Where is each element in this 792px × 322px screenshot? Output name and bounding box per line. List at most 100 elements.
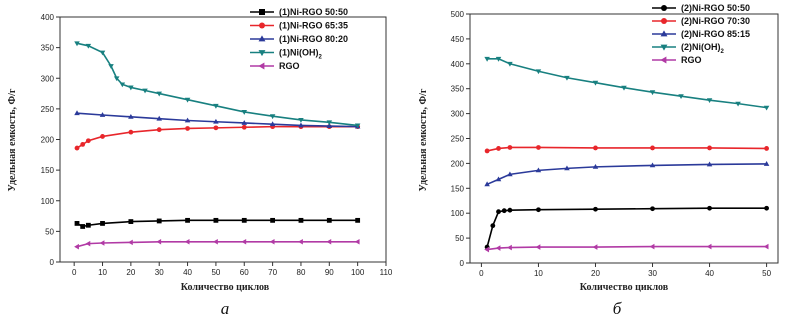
data-point [80,142,86,147]
data-point [507,145,513,150]
data-point [484,181,490,187]
y-tick-label: 150 [41,166,55,175]
x-tick-label: 0 [479,269,484,278]
data-point [100,221,105,226]
data-point [74,41,80,47]
series-1: (1)Ni-RGO 50:50 [74,7,361,229]
data-point [119,82,126,88]
data-point [100,134,105,139]
data-point [484,148,490,154]
data-point [678,94,684,100]
data-point [326,120,333,126]
series-line [76,42,358,127]
y-tick-label: 300 [451,110,465,119]
y-tick-label: 450 [451,35,465,44]
y-tick-label: 50 [455,234,464,243]
data-point [490,223,496,229]
x-tick-label: 10 [98,268,107,277]
data-point [80,224,86,229]
data-point [185,126,190,131]
y-tick-label: 0 [460,259,465,268]
legend-marker [661,5,667,11]
series-line [76,125,358,149]
series-1: (2)Ni-RGO 50:50 [484,3,769,250]
data-point [184,117,191,123]
data-point [156,115,162,121]
x-axis-title: Количество циклов [181,282,270,293]
data-point [484,246,490,253]
legend-marker [258,35,266,42]
data-point [269,114,276,120]
x-tick-label: 20 [126,268,135,277]
data-point [213,125,219,131]
y-tick-label: 400 [451,60,465,69]
data-point [269,239,275,245]
data-point [495,56,502,62]
series-2: (2)Ni-RGO 70:30 [484,16,769,154]
legend-marker [660,56,667,64]
legend-marker [660,30,668,37]
x-tick-label: 0 [72,268,77,277]
x-tick-label: 100 [351,268,365,277]
data-point [507,207,513,213]
y-axis-title: Удельная емкость, Ф/г [7,88,18,191]
data-point [85,240,91,247]
data-point [74,221,80,226]
plot-frame [469,13,779,264]
data-point [298,217,304,223]
data-point [326,239,332,245]
data-point [650,206,655,212]
series-line [487,58,767,109]
data-point [650,145,655,151]
data-point [113,76,120,82]
series-line [486,207,767,248]
y-tick-label: 200 [451,159,465,168]
data-point [707,145,712,151]
chart-panel-1: 0 10 20 30 40 50 60 70 80 90 100 110 0 50 100 150 200 250… [7,7,393,318]
legend-subscript: 2 [721,49,725,55]
data-point [592,244,598,250]
data-point [269,121,276,127]
data-point [735,101,741,107]
data-point [185,217,190,223]
data-point [128,219,134,224]
data-point [127,239,133,246]
data-point [507,244,512,251]
x-tick-label: 80 [297,268,306,277]
series-line [76,112,358,128]
data-point [495,176,502,182]
data-point [213,239,218,245]
plot-frame [59,16,387,263]
legend-label: (2)Ni(OH)2 [681,42,725,55]
data-point [156,91,162,97]
data-point [184,97,191,103]
data-point [74,145,80,151]
data-point [535,69,542,75]
data-point [649,243,655,250]
data-point [707,205,712,211]
data-point [649,90,656,96]
data-point [270,217,276,223]
y-tick-label: 500 [451,10,465,19]
panel-label: б [613,299,622,318]
data-point [85,43,92,49]
data-point [536,207,541,213]
data-point [763,243,769,250]
data-point [592,80,599,86]
series-5: RGO [74,61,360,250]
legend-label: RGO [279,61,300,71]
legend-subscript: 2 [319,55,323,61]
data-point [128,129,134,135]
data-point [85,222,91,228]
data-point [764,146,769,151]
x-tick-label: 90 [325,268,334,277]
x-tick-label: 40 [705,269,714,278]
data-point [592,164,599,169]
legend-marker [258,50,266,57]
data-point [354,123,361,129]
x-tick-label: 70 [268,268,277,277]
data-point [564,75,570,81]
data-point [649,162,656,168]
data-point [484,56,490,62]
